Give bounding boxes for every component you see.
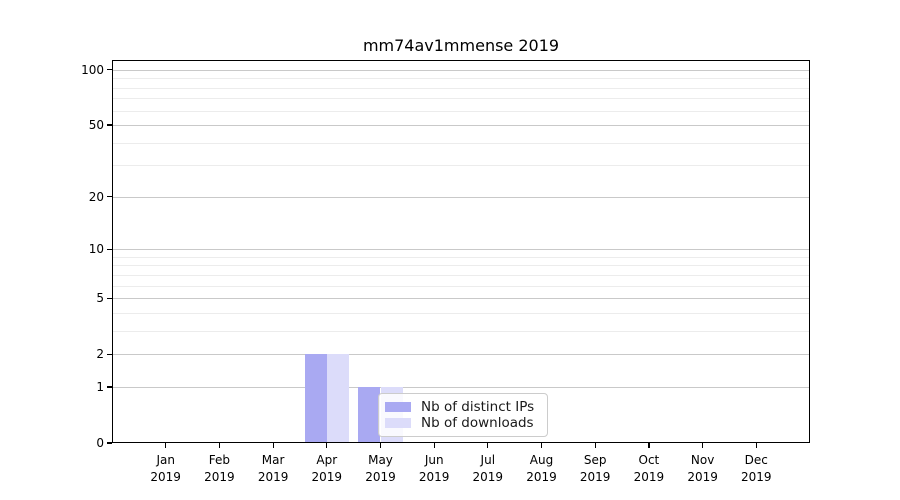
y-gridline-minor	[112, 78, 810, 80]
x-tick-mark	[540, 443, 543, 448]
plot-frame	[112, 60, 810, 443]
y-gridline-major	[112, 196, 810, 198]
x-tick-label: Aug 2019	[526, 453, 557, 484]
legend-label-downloads: Nb of downloads	[421, 415, 534, 431]
y-gridline-minor	[112, 165, 810, 167]
x-tick-label: Jan 2019	[150, 453, 181, 484]
legend-item-distinct-ips: Nb of distinct IPs	[385, 399, 539, 415]
bar-distinct-ips	[304, 354, 327, 443]
x-tick-label: Dec 2019	[741, 453, 772, 484]
legend-item-downloads: Nb of downloads	[385, 415, 539, 431]
y-tick-label: 1	[96, 379, 104, 394]
x-tick-mark	[702, 443, 704, 448]
y-tick-mark	[107, 248, 112, 250]
x-tick-label: Jul 2019	[472, 453, 504, 484]
y-gridline-minor	[112, 285, 810, 287]
x-tick-label: Oct 2019	[633, 453, 665, 484]
x-tick-label: Jun 2019	[418, 453, 450, 484]
y-gridline-minor	[112, 274, 810, 276]
x-tick-mark	[326, 443, 328, 448]
x-tick-mark	[648, 443, 650, 448]
x-tick-mark	[433, 443, 435, 448]
y-gridline-major	[112, 69, 810, 71]
chart-title: mm74av1mmense 2019	[362, 36, 560, 55]
legend-label-distinct-ips: Nb of distinct IPs	[421, 399, 535, 415]
x-tick-label: Nov 2019	[687, 453, 718, 484]
x-tick-label: Mar 2019	[257, 453, 289, 484]
y-gridline-major	[112, 386, 810, 388]
x-tick-mark	[218, 443, 221, 448]
y-gridline-minor	[112, 312, 810, 314]
legend-swatch-downloads-icon	[385, 418, 411, 428]
x-tick-label: Sep 2019	[579, 453, 611, 484]
y-tick-label: 0	[96, 436, 104, 450]
x-tick-label: Feb 2019	[204, 453, 235, 484]
y-tick-mark	[107, 297, 112, 299]
y-gridline-minor	[112, 98, 810, 100]
bar-downloads	[326, 354, 349, 443]
y-tick-mark	[107, 353, 112, 355]
x-tick-mark	[165, 443, 167, 448]
y-gridline-minor	[112, 265, 810, 267]
x-tick-label: Apr 2019	[311, 453, 343, 484]
y-gridline-minor	[112, 110, 810, 112]
legend-swatch-distinct-ips-icon	[385, 402, 411, 412]
y-gridline-minor	[112, 87, 810, 89]
y-gridline-major	[112, 298, 810, 300]
y-tick-label: 50	[88, 118, 104, 132]
x-tick-mark	[594, 443, 596, 448]
plot-area: Jan 2019 Feb 2019 Mar 2019 Apr 2019 May 2019…	[81, 60, 810, 484]
x-tick-label: May 2019	[365, 453, 396, 484]
y-gridline-minor	[112, 330, 810, 332]
y-tick-mark	[107, 386, 112, 388]
y-tick-label: 10	[88, 242, 104, 257]
y-tick-mark	[107, 124, 112, 126]
y-tick-label: 2	[96, 347, 104, 362]
x-tick-mark	[272, 443, 274, 448]
y-tick-mark	[107, 442, 112, 444]
bar-distinct-ips	[358, 386, 381, 443]
legend: Nb of distinct IPs Nb of downloads	[378, 393, 548, 437]
y-gridline-major	[112, 354, 810, 356]
y-gridline-major	[112, 249, 810, 251]
y-tick-label: 20	[88, 189, 104, 204]
x-tick-mark	[379, 443, 382, 448]
y-gridline-minor	[112, 142, 810, 144]
y-tick-label: 5	[96, 291, 104, 306]
y-tick-mark	[107, 196, 112, 198]
x-tick-mark	[487, 443, 489, 448]
y-gridline-major	[112, 125, 810, 126]
y-gridline-minor	[112, 256, 810, 258]
y-tick-label: 100	[81, 62, 104, 77]
y-tick-mark	[107, 69, 112, 71]
x-tick-mark	[755, 443, 757, 448]
